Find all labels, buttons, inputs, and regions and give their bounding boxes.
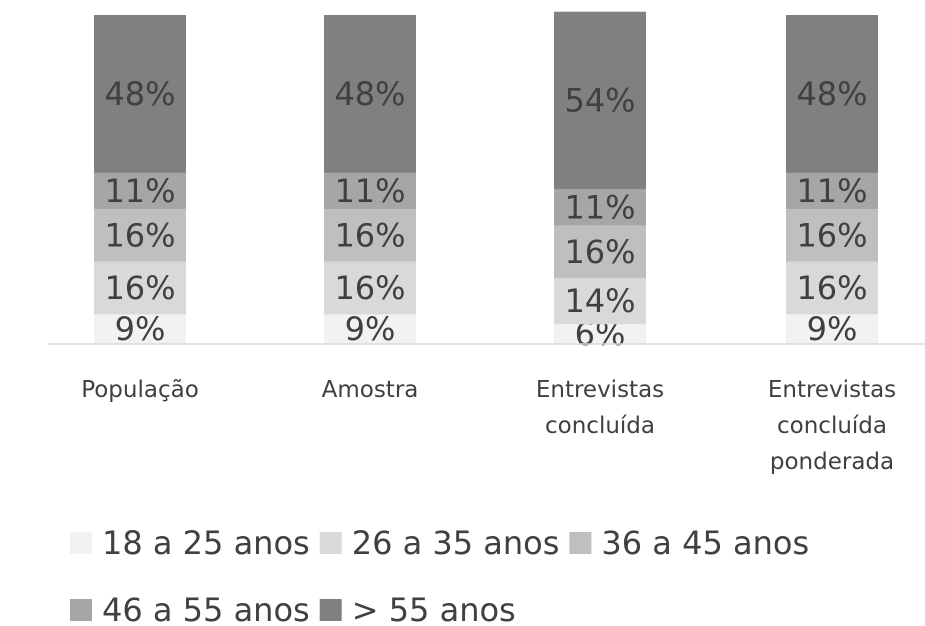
value-label: 54% — [564, 82, 635, 120]
legend-item: > 55 anos — [319, 591, 516, 626]
x-tick-label: Entrevistas concluída ponderada — [768, 377, 896, 475]
bar-segment — [786, 172, 878, 210]
legend-label: > 55 anos — [352, 591, 516, 626]
bar-segment — [94, 15, 186, 173]
bar-segment — [554, 189, 646, 226]
legend-label: 46 a 55 anos — [102, 591, 310, 626]
bar-segment — [554, 324, 646, 344]
bar-segment — [554, 225, 646, 279]
bar-segment — [94, 209, 186, 262]
bar-segment — [324, 15, 416, 173]
legend-swatch — [319, 599, 342, 621]
legend-swatch — [319, 532, 342, 554]
value-label: 9% — [807, 310, 858, 348]
legend-swatch — [70, 599, 92, 621]
bar-segment — [554, 278, 646, 325]
value-label: 16% — [334, 216, 405, 254]
legend-label: 26 a 35 anos — [352, 524, 560, 562]
legend-item: 46 a 55 anos — [70, 591, 310, 626]
bar-segment — [324, 209, 416, 262]
bar-segment — [786, 261, 878, 315]
value-label: 16% — [796, 269, 867, 307]
value-label: 16% — [334, 269, 405, 307]
bar-segment — [786, 314, 878, 344]
value-label: 48% — [334, 75, 405, 113]
bar-segment — [786, 209, 878, 262]
legend-label: 18 a 25 anos — [102, 524, 310, 562]
value-label: 9% — [115, 310, 166, 348]
legend-item: 26 a 35 anos — [319, 524, 560, 562]
value-label: 11% — [564, 188, 635, 226]
value-label: 16% — [564, 233, 635, 271]
value-label: 11% — [334, 172, 405, 210]
bar-segment — [324, 314, 416, 344]
value-label: 16% — [104, 216, 175, 254]
bar-segment — [94, 314, 186, 344]
value-label: 9% — [345, 310, 396, 348]
x-tick-label: População — [81, 377, 199, 403]
bar-segment — [324, 261, 416, 315]
x-tick-label: Amostra — [322, 377, 419, 403]
value-label: 48% — [796, 75, 867, 113]
bar-segment — [94, 172, 186, 210]
value-label: 14% — [564, 282, 635, 320]
legend-swatch — [70, 532, 92, 554]
value-label: 48% — [104, 75, 175, 113]
value-label: 11% — [104, 172, 175, 210]
bar-segment — [324, 172, 416, 210]
bar-segment — [554, 11, 646, 190]
legend-item: 36 a 45 anos — [569, 524, 809, 562]
legend-swatch — [569, 532, 592, 554]
value-label: 16% — [796, 216, 867, 254]
value-label: 16% — [104, 269, 175, 307]
bar-segment — [786, 15, 878, 173]
bar-segment — [94, 261, 186, 315]
value-label: 11% — [796, 172, 867, 210]
x-tick-label: Entrevistas concluída — [536, 377, 664, 439]
legend-label: 36 a 45 anos — [601, 524, 809, 562]
legend-item: 18 a 25 anos — [70, 524, 310, 562]
